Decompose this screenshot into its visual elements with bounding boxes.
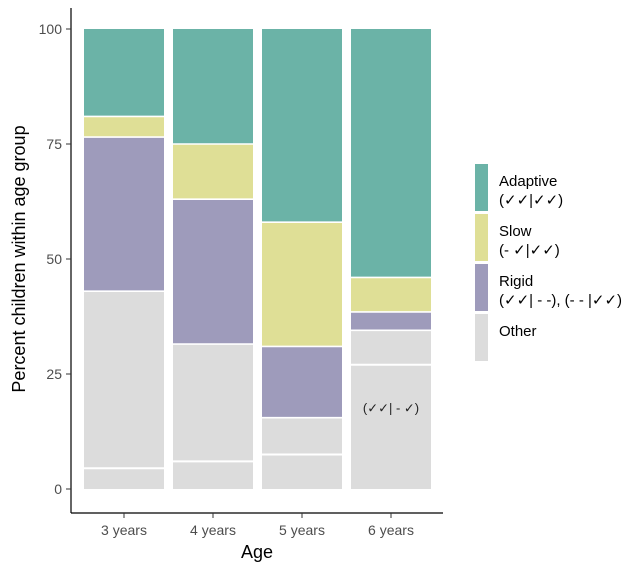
bar-6-years-slow [351, 277, 431, 312]
legend: Adaptive (✓✓|✓✓) Slow (- ✓|✓✓) Rigid (✓✓| - -… [475, 164, 622, 361]
annotation-label: (✓✓| - ✓) [363, 401, 419, 416]
bar-3-years-rigid [84, 137, 164, 292]
bar-4-years-adaptive [173, 29, 253, 144]
x-tick-label: 5 years [279, 522, 325, 538]
bar-5-years-slow [262, 222, 342, 347]
legend-key-slow [475, 214, 488, 261]
legend-label-other: Other [499, 323, 537, 340]
x-axis-title: Age [241, 542, 273, 562]
legend-label-slow: Slow [499, 223, 532, 240]
y-tick-label: 25 [46, 366, 62, 382]
bar-3-years-slow [84, 116, 164, 138]
legend-sublabel-slow: (- ✓|✓✓) [499, 242, 560, 259]
x-ticks: 3 years 4 years 5 years 6 years [101, 513, 414, 538]
bar-4-years-slow [173, 144, 253, 200]
x-tick-label: 6 years [368, 522, 414, 538]
y-tick-label: 100 [39, 21, 63, 37]
y-tick-label: 0 [54, 481, 62, 497]
y-ticks: 0 25 50 75 100 [39, 21, 71, 497]
bar-4-years-other [173, 344, 253, 489]
legend-key-rigid [475, 264, 488, 311]
bar-6-years-adaptive [351, 29, 431, 278]
legend-sublabel-rigid: (✓✓| - -), (- - |✓✓) [499, 292, 622, 309]
x-tick-label: 3 years [101, 522, 147, 538]
legend-key-other [475, 314, 488, 361]
bars-group [84, 29, 431, 489]
bar-4-years-rigid [173, 199, 253, 345]
bar-5-years-rigid [262, 346, 342, 418]
bar-6-years-other [351, 330, 431, 489]
legend-sublabel-adaptive: (✓✓|✓✓) [499, 192, 563, 209]
legend-label-rigid: Rigid [499, 273, 533, 290]
divider-lines [84, 115, 431, 470]
bar-3-years-adaptive [84, 29, 164, 117]
legend-key-adaptive [475, 164, 488, 211]
bar-5-years-other [262, 417, 342, 489]
y-tick-label: 50 [46, 251, 62, 267]
bar-5-years-adaptive [262, 29, 342, 223]
bar-3-years-other [84, 291, 164, 489]
bar-6-years-rigid [351, 311, 431, 331]
y-axis-title: Percent children within age group [9, 125, 29, 392]
x-tick-label: 4 years [190, 522, 236, 538]
legend-label-adaptive: Adaptive [499, 173, 557, 190]
y-tick-label: 75 [46, 136, 62, 152]
annotations-group: (✓✓| - ✓) [363, 401, 419, 416]
